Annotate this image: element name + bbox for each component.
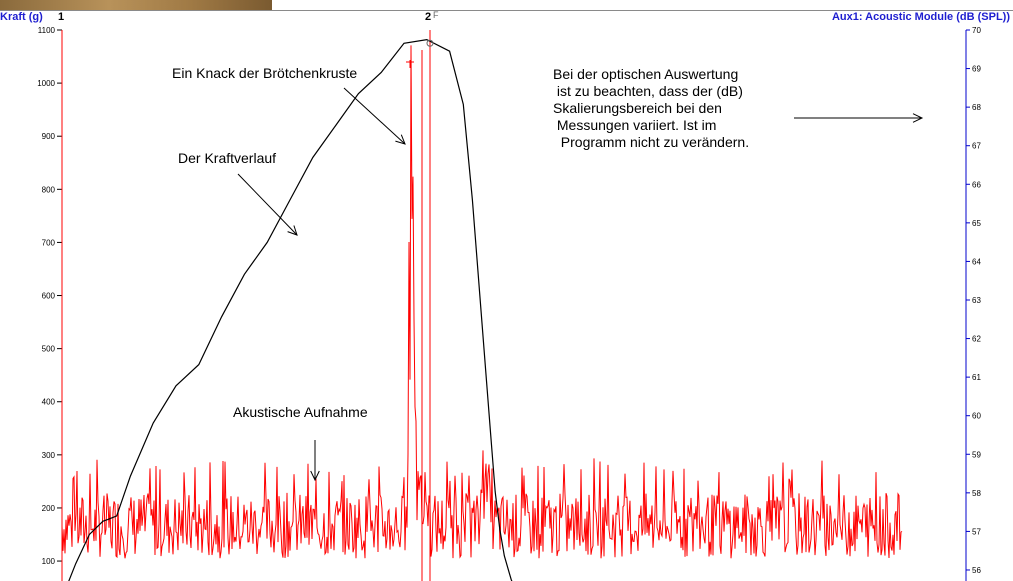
- right-axis-title: Aux1: Acoustic Module (dB (SPL)): [831, 11, 1010, 23]
- arrow-note-head: [912, 113, 924, 123]
- annotation-akustisch: Akustische Aufnahme: [233, 404, 368, 420]
- left-tick-label-1000: 1000: [37, 79, 55, 88]
- right-tick-label-63: 63: [972, 296, 981, 305]
- right-tick-label-64: 64: [972, 257, 981, 266]
- arrow-akustisch-head: [310, 470, 320, 482]
- left-tick-label-500: 500: [42, 345, 56, 354]
- right-tick-label-57: 57: [972, 527, 981, 536]
- right-tick-label-58: 58: [972, 489, 981, 498]
- annotation-knack: Ein Knack der Brötchenkruste: [172, 65, 358, 81]
- right-tick-label-65: 65: [972, 219, 981, 228]
- right-tick-label-60: 60: [972, 412, 981, 421]
- left-tick-label-700: 700: [42, 238, 56, 247]
- annotation-arrows: [237, 87, 924, 482]
- arrow-kraftverlauf: [237, 173, 298, 236]
- marker-2-label[interactable]: 2: [425, 11, 432, 23]
- acoustic-series: [61, 45, 903, 559]
- right-tick-label-67: 67: [972, 142, 981, 151]
- right-tick-label-56: 56: [972, 566, 981, 575]
- annotation-kraftverlauf: Der Kraftverlauf: [178, 150, 277, 166]
- left-tick-label-1100: 1100: [38, 26, 56, 35]
- right-tick-label-62: 62: [972, 335, 981, 344]
- product-photo-strip: [0, 0, 272, 10]
- left-tick-label-600: 600: [42, 292, 56, 301]
- arrow-knack: [343, 87, 406, 145]
- left-tick-label-200: 200: [42, 504, 56, 513]
- acoustic-line: [61, 45, 903, 559]
- left-tick-label-100: 100: [42, 557, 56, 566]
- arrow-kraftverlauf-head: [287, 225, 298, 236]
- arrow-knack-head: [395, 134, 406, 145]
- force-series: [68, 38, 513, 581]
- marker-f-label: F: [433, 10, 439, 20]
- force-line: [68, 38, 513, 581]
- right-axis: 56 57 58 59 60 61 62 63 64 65 66 67 68 69 70: [965, 26, 981, 581]
- right-tick-label-66: 66: [972, 180, 981, 189]
- left-tick-label-800: 800: [42, 185, 56, 194]
- left-tick-label-300: 300: [42, 451, 56, 460]
- right-tick-label-68: 68: [972, 103, 981, 112]
- annotation-note: Bei der optischen Auswertung ist zu beac…: [553, 66, 750, 150]
- right-tick-label-59: 59: [972, 450, 981, 459]
- marker-1-label[interactable]: 1: [58, 11, 65, 23]
- force-peak-marker: [426, 39, 434, 47]
- right-tick-label-61: 61: [972, 373, 981, 382]
- left-tick-label-900: 900: [42, 132, 56, 141]
- left-axis: 100 200 300 400 500 600 700 800 900 1000 1100: [37, 26, 431, 581]
- chart-top-border: [0, 10, 1013, 11]
- left-tick-label-400: 400: [42, 398, 56, 407]
- right-tick-label-70: 70: [972, 26, 981, 35]
- left-axis-title: Kraft (g): [0, 11, 43, 23]
- right-tick-label-69: 69: [972, 65, 981, 74]
